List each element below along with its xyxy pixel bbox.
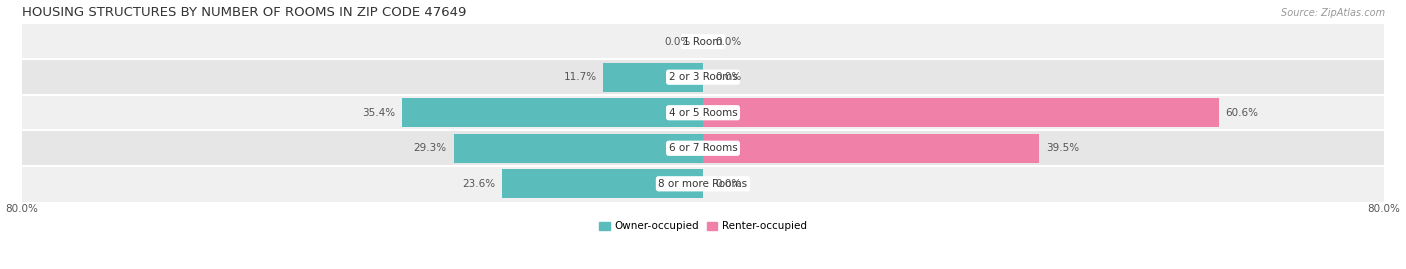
Text: 29.3%: 29.3% <box>413 143 447 153</box>
Bar <box>454 134 703 163</box>
Legend: Owner-occupied, Renter-occupied: Owner-occupied, Renter-occupied <box>595 217 811 235</box>
Text: 0.0%: 0.0% <box>664 37 690 47</box>
Text: Source: ZipAtlas.com: Source: ZipAtlas.com <box>1281 8 1385 18</box>
Text: 0.0%: 0.0% <box>716 179 742 189</box>
Bar <box>502 169 703 198</box>
Text: 6 or 7 Rooms: 6 or 7 Rooms <box>669 143 737 153</box>
Text: HOUSING STRUCTURES BY NUMBER OF ROOMS IN ZIP CODE 47649: HOUSING STRUCTURES BY NUMBER OF ROOMS IN… <box>22 6 467 19</box>
Bar <box>22 59 1384 95</box>
Text: 2 or 3 Rooms: 2 or 3 Rooms <box>669 72 737 82</box>
Text: 4 or 5 Rooms: 4 or 5 Rooms <box>669 108 737 118</box>
Text: 1 Room: 1 Room <box>683 37 723 47</box>
Text: 0.0%: 0.0% <box>716 72 742 82</box>
Bar <box>22 95 1384 130</box>
Text: 60.6%: 60.6% <box>1226 108 1258 118</box>
Bar <box>703 134 1039 163</box>
Text: 0.0%: 0.0% <box>716 37 742 47</box>
Text: 8 or more Rooms: 8 or more Rooms <box>658 179 748 189</box>
Text: 35.4%: 35.4% <box>361 108 395 118</box>
Bar <box>703 98 1219 127</box>
Text: 39.5%: 39.5% <box>1046 143 1080 153</box>
Text: 23.6%: 23.6% <box>463 179 495 189</box>
Text: 11.7%: 11.7% <box>564 72 596 82</box>
Bar <box>22 166 1384 201</box>
Bar <box>603 63 703 92</box>
Bar <box>22 24 1384 59</box>
Bar <box>22 130 1384 166</box>
Bar <box>402 98 703 127</box>
